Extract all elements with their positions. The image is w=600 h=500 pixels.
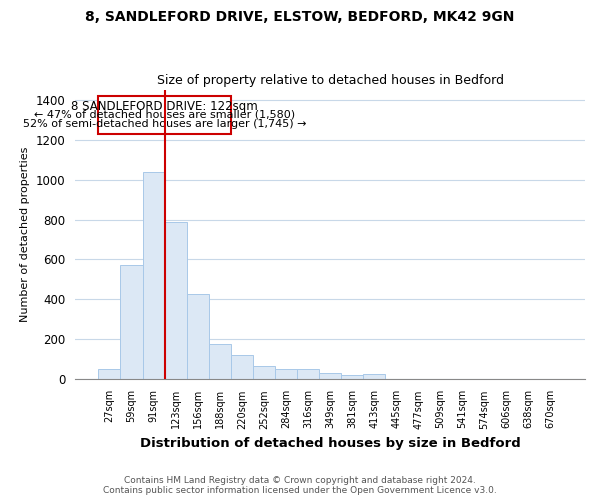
Bar [209, 344, 231, 380]
Bar [297, 370, 319, 380]
Text: 8 SANDLEFORD DRIVE: 122sqm: 8 SANDLEFORD DRIVE: 122sqm [71, 100, 258, 113]
Bar [143, 172, 164, 380]
Text: ← 47% of detached houses are smaller (1,580): ← 47% of detached houses are smaller (1,… [34, 110, 295, 120]
Title: Size of property relative to detached houses in Bedford: Size of property relative to detached ho… [157, 74, 503, 87]
Text: 52% of semi-detached houses are larger (1,745) →: 52% of semi-detached houses are larger (… [23, 118, 307, 128]
Bar [319, 374, 341, 380]
Text: 8, SANDLEFORD DRIVE, ELSTOW, BEDFORD, MK42 9GN: 8, SANDLEFORD DRIVE, ELSTOW, BEDFORD, MK… [85, 10, 515, 24]
Bar [275, 370, 297, 380]
X-axis label: Distribution of detached houses by size in Bedford: Distribution of detached houses by size … [140, 437, 520, 450]
Bar [187, 294, 209, 380]
Text: Contains HM Land Registry data © Crown copyright and database right 2024.
Contai: Contains HM Land Registry data © Crown c… [103, 476, 497, 495]
Y-axis label: Number of detached properties: Number of detached properties [20, 147, 30, 322]
Bar [231, 356, 253, 380]
Bar [341, 376, 363, 380]
Bar [121, 266, 143, 380]
Bar [253, 366, 275, 380]
Bar [363, 374, 385, 380]
FancyBboxPatch shape [98, 96, 231, 134]
Bar [98, 370, 121, 380]
Bar [164, 222, 187, 380]
